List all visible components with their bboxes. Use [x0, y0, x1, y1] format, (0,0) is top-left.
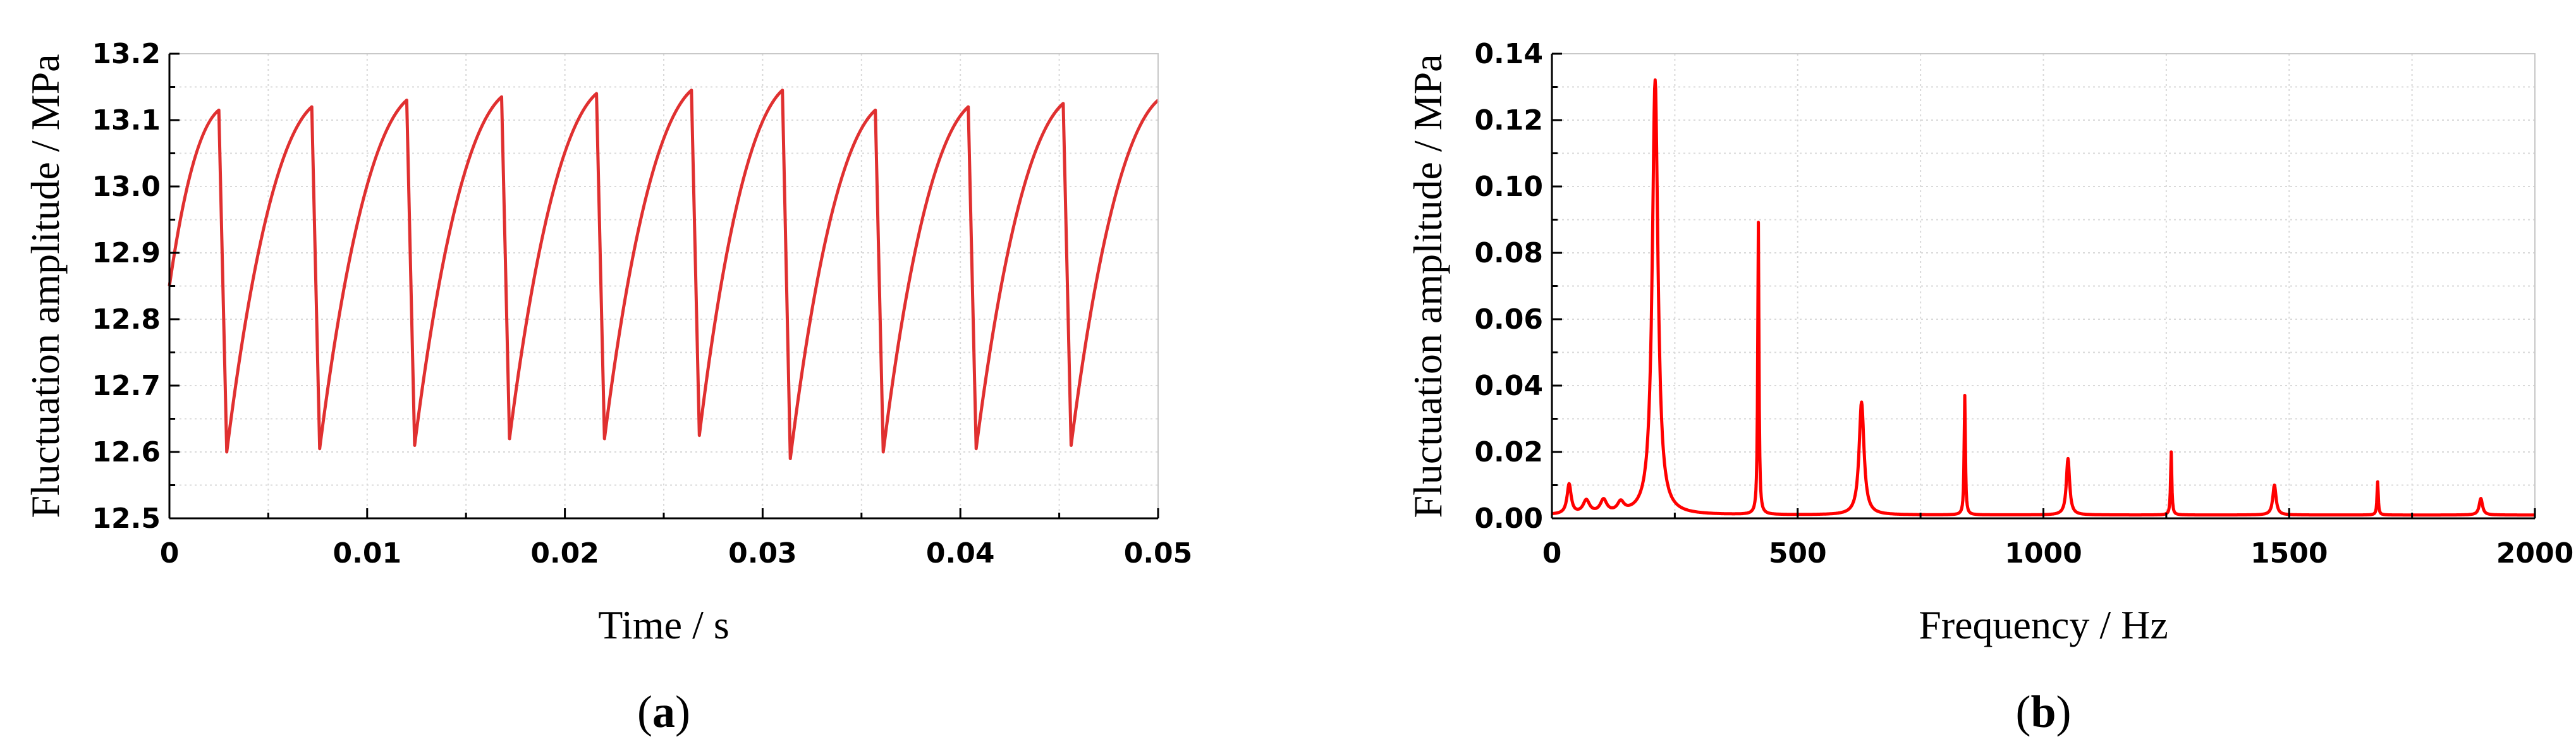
x-tick-label-a: 0.01 — [333, 537, 402, 570]
panel-label-b: (b) — [2015, 686, 2071, 737]
y-tick-label-a: 13.0 — [92, 171, 161, 203]
x-tick-label-a: 0 — [160, 537, 180, 570]
y-tick-label-b: 0.04 — [1474, 370, 1543, 402]
y-tick-label-a: 12.9 — [92, 237, 161, 269]
y-tick-label-b: 0.00 — [1474, 503, 1543, 535]
chart-b: 0 500 1000 1500 2000 0.00 0.02 0.04 0.06 0.08 0.1… — [1405, 38, 2573, 737]
y-tick-label-b: 0.14 — [1474, 38, 1543, 70]
panel-label-a: (a) — [637, 686, 690, 737]
y-tick-label-b: 0.12 — [1474, 104, 1543, 137]
y-tick-label-b: 0.02 — [1474, 436, 1543, 468]
chart-a: 0 0.01 0.02 0.03 0.04 0.05 12.512.612.712.812… — [23, 38, 1192, 737]
y-axis-label-b: Fluctuation amplitude / MPa — [1405, 54, 1450, 518]
x-tick-label-a: 0.04 — [926, 537, 995, 570]
series-line-a — [168, 88, 1159, 460]
y-tick-label-a: 13.2 — [92, 38, 161, 70]
y-tick-label-a: 12.8 — [92, 303, 161, 336]
axes-a — [168, 52, 1159, 520]
panel-letter-b: b — [2030, 686, 2056, 737]
y-ticks-b: 0.00 0.02 0.04 0.06 0.08 0.10 0.12 0.14 — [1474, 38, 1543, 535]
x-tick-label-a: 0.02 — [530, 537, 599, 570]
x-tick-label-a: 0.03 — [728, 537, 797, 570]
y-tick-label-a: 13.1 — [92, 104, 161, 137]
x-tick-label-b: 2000 — [2496, 537, 2573, 570]
x-tick-label-b: 0 — [1542, 537, 1562, 570]
y-tick-label-a: 12.6 — [92, 436, 161, 468]
grid-a — [169, 53, 1159, 518]
y-tick-label-a: 12.7 — [92, 370, 161, 402]
grid-b — [1552, 53, 2536, 518]
y-tick-label-b: 0.06 — [1474, 303, 1543, 336]
x-tick-label-a: 0.05 — [1124, 537, 1193, 570]
x-ticks-b: 0 500 1000 1500 2000 — [1542, 537, 2574, 570]
y-tick-label-a: 12.5 — [92, 503, 161, 535]
x-tick-label-b: 1000 — [2005, 537, 2082, 570]
x-tick-label-b: 500 — [1769, 537, 1827, 570]
x-axis-label-b: Frequency / Hz — [1919, 602, 2168, 647]
panel-letter-a: a — [652, 686, 675, 737]
x-ticks-a: 0 0.01 0.02 0.03 0.04 0.05 — [160, 537, 1193, 570]
y-tick-label-b: 0.10 — [1474, 171, 1543, 203]
y-ticks-a: 12.5 12.6 12.7 12.8 12.9 13.0 13.1 13.2 — [92, 38, 161, 535]
x-axis-label-a: Time / s — [598, 602, 729, 647]
x-tick-label-b: 1500 — [2250, 537, 2328, 570]
y-tick-label-b: 0.08 — [1474, 237, 1543, 269]
axes-b — [1551, 52, 2536, 520]
y-axis-label-a: Fluctuation amplitude / MPa — [23, 54, 68, 518]
